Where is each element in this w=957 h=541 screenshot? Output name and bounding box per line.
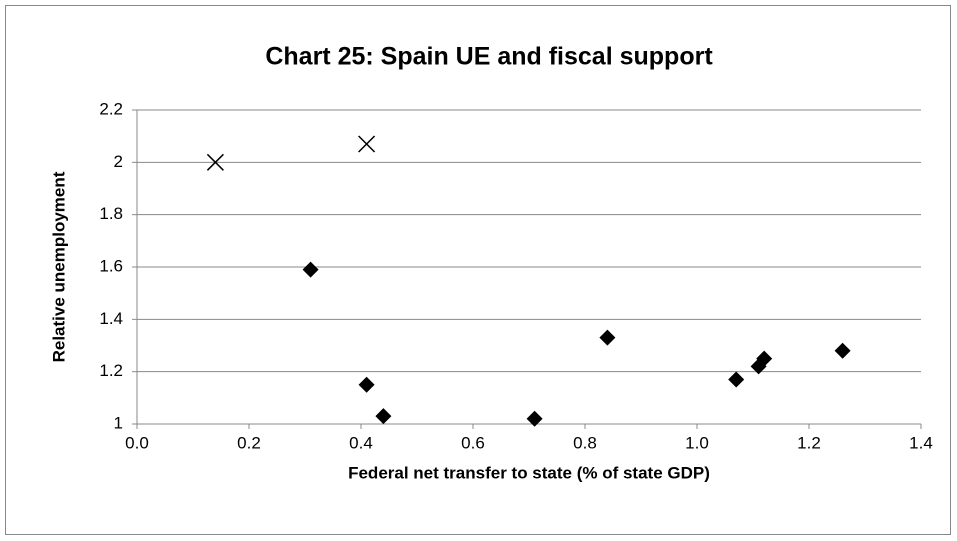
y-axis-title: Relative unemployment	[49, 171, 68, 362]
cross-point	[358, 135, 376, 153]
x-tick-label: 1.2	[797, 433, 821, 452]
y-tick-label: 1.8	[99, 204, 123, 223]
x-tick-label: 0.2	[237, 433, 261, 452]
y-tick-label: 1.4	[99, 309, 123, 328]
x-tick-label: 1.0	[685, 433, 709, 452]
diamond-point	[756, 350, 773, 367]
diamond-point	[526, 410, 543, 427]
diamond-point	[358, 376, 375, 393]
y-tick-label: 2.2	[99, 99, 123, 118]
x-tick-label: 0.4	[349, 433, 373, 452]
diamond-point	[599, 329, 616, 346]
diamond-point	[302, 261, 319, 278]
diamond-point	[375, 408, 392, 425]
y-tick-label: 1.6	[99, 256, 123, 275]
diamond-point	[834, 342, 851, 359]
x-tick-label: 1.4	[909, 433, 933, 452]
chart-title: Chart 25: Spain UE and fiscal support	[265, 43, 713, 71]
x-axis-title: Federal net transfer to state (% of stat…	[348, 463, 710, 482]
y-tick-label: 1.2	[99, 361, 123, 380]
x-tick-label: 0.6	[461, 433, 485, 452]
chart-border	[5, 5, 951, 535]
diamond-point	[728, 371, 745, 388]
y-tick-label: 2	[114, 152, 123, 171]
cross-point	[206, 153, 224, 171]
x-tick-label: 0.8	[573, 433, 597, 452]
y-tick-label: 1	[114, 413, 123, 432]
x-tick-label: 0.0	[125, 433, 149, 452]
